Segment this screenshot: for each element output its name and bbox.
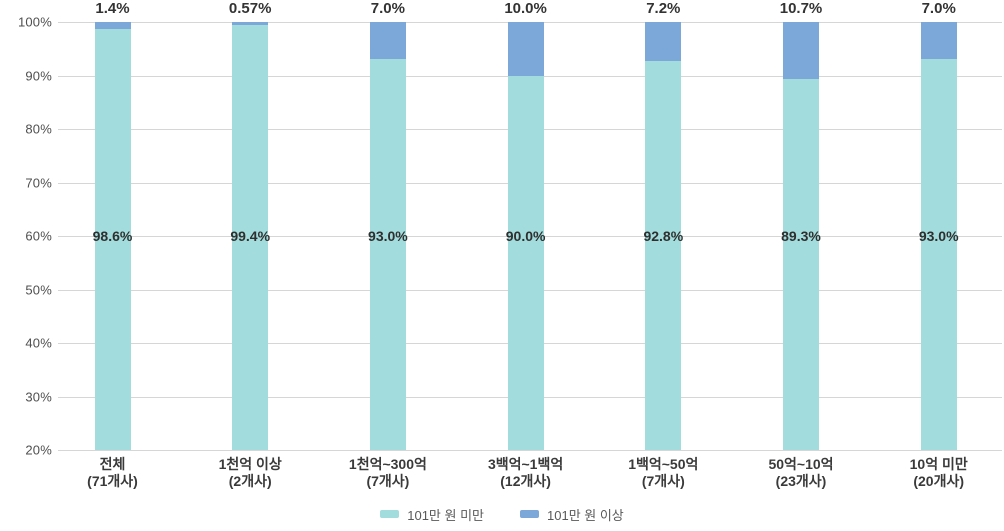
category-label: 1천억~300억 (7개사) (349, 456, 427, 490)
bar-segment-above-threshold (783, 22, 819, 80)
category-count: (2개사) (228, 472, 272, 489)
bar-column (920, 22, 957, 450)
y-axis-tick-label: 80% (25, 121, 52, 137)
category-name: 전체 (99, 456, 126, 472)
category-name: 10억 미만 (909, 456, 968, 472)
y-axis-tick-label: 100% (17, 14, 52, 30)
legend-item: 101만 원 미만 (380, 505, 484, 524)
bar-column (369, 22, 406, 450)
bar-value-label-above: 7.2% (646, 0, 681, 17)
category-count: (7개사) (641, 472, 685, 489)
bar-value-label-above: 7.0% (370, 0, 405, 17)
y-axis-tick-label: 90% (25, 68, 52, 83)
bar-value-label-inside: 89.3% (781, 228, 821, 244)
bar-value-label-above: 10.7% (779, 0, 823, 17)
bar-value-label-inside: 93.0% (918, 228, 959, 244)
y-axis-tick-label: 70% (25, 175, 52, 190)
category-label: 전체 (71개사) (87, 456, 138, 490)
category-count: (20개사) (913, 472, 965, 489)
gridline (58, 450, 1002, 451)
bar-value-label-above: 10.0% (504, 0, 547, 17)
category-name: 3백억~1백억 (487, 456, 564, 472)
category-label: 50억~10억 (23개사) (768, 456, 833, 490)
legend-label: 101만 원 미만 (407, 507, 484, 523)
y-axis-tick-label: 60% (25, 228, 52, 244)
bar-segment-below-threshold (507, 75, 544, 450)
bar-segment-above-threshold (920, 22, 957, 60)
bar-segment-below-threshold (920, 59, 957, 450)
y-axis-tick-label: 40% (25, 335, 52, 351)
legend-swatch (380, 510, 400, 518)
bar-segment-below-threshold (94, 29, 131, 450)
legend-label: 101만 원 이상 (547, 507, 624, 523)
bar-column (783, 22, 819, 450)
bar-segment-above-threshold (369, 22, 406, 60)
y-axis-tick-label: 20% (25, 442, 52, 458)
bar-segment-below-threshold (369, 59, 406, 450)
category-count: (12개사) (500, 472, 551, 489)
bar-value-label-inside: 92.8% (643, 228, 684, 244)
bar-column (645, 22, 682, 450)
category-count: (23개사) (775, 472, 827, 489)
category-name: 1백억~50억 (628, 456, 699, 472)
legend: 101만 원 미만 101만 원 이상 (0, 504, 1004, 524)
category-count: (7개사) (366, 472, 410, 489)
bar-value-label-above: 7.0% (921, 0, 956, 17)
bar-segment-above-threshold (645, 22, 682, 61)
category-label: 1천억 이상 (2개사) (219, 456, 282, 490)
bar-value-label-inside: 90.0% (505, 228, 546, 244)
bar-value-label-above: 1.4% (95, 0, 130, 17)
bar-segment-above-threshold (232, 22, 269, 26)
bar-segment-below-threshold (645, 60, 682, 450)
bar-column (232, 22, 269, 450)
category-label: 3백억~1백억 (12개사) (488, 456, 563, 490)
legend-swatch (520, 510, 539, 518)
bar-column (507, 22, 544, 450)
bar-segment-above-threshold (507, 22, 544, 76)
category-name: 1천억 이상 (218, 456, 282, 472)
bar-segment-above-threshold (94, 22, 131, 30)
category-label: 1백억~50억 (7개사) (628, 456, 698, 490)
bar-segment-below-threshold (232, 25, 269, 450)
bar-value-label-inside: 99.4% (230, 228, 271, 244)
category-name: 50억~10억 (768, 456, 834, 472)
legend-item: 101만 원 이상 (520, 505, 624, 524)
bar-segment-below-threshold (783, 79, 819, 450)
category-label: 10억 미만 (20개사) (910, 456, 968, 490)
bar-value-label-inside: 93.0% (368, 228, 408, 244)
y-axis-tick-label: 30% (25, 389, 52, 404)
bar-column (94, 22, 131, 450)
bar-value-label-inside: 98.6% (92, 228, 133, 244)
category-count: (71개사) (87, 472, 138, 489)
bar-value-label-above: 0.57% (228, 0, 272, 17)
category-name: 1천억~300억 (348, 456, 427, 472)
y-axis-tick-label: 50% (25, 282, 52, 297)
